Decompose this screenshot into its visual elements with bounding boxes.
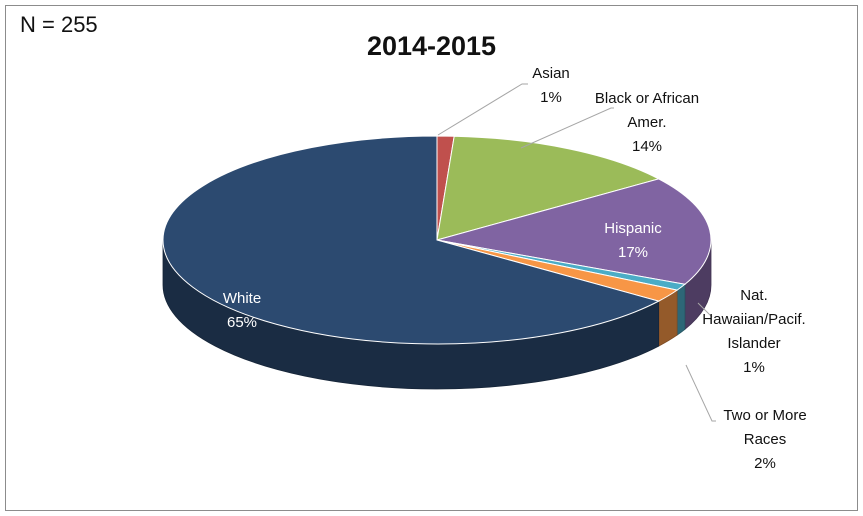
data-label-black-or-african-amer: Black or African Amer. 14% [595, 90, 699, 155]
data-label-white: White 65% [223, 290, 261, 331]
data-label-two-or-more-races: Two or More Races 2% [723, 407, 806, 472]
data-label-line: 17% [618, 244, 648, 261]
pie-slice-white [162, 135, 661, 345]
data-label-line: 65% [227, 314, 257, 331]
pie-side-nat-hawaiian-pacif-islander [676, 283, 686, 336]
data-label-line: Hispanic [604, 220, 662, 237]
leader-line-two-or-more-races [685, 364, 716, 422]
data-label-line: Black or African [595, 90, 699, 107]
sample-size-label: N = 255 [20, 12, 98, 37]
leader-line-black-or-african-amer [520, 107, 614, 149]
data-label-asian: Asian 1% [532, 65, 570, 106]
data-label-line: Races [744, 431, 787, 448]
leader-line-asian [437, 83, 528, 136]
data-label-line: Nat. [740, 287, 768, 304]
data-label-line: Two or More [723, 407, 806, 424]
leader-line-nat-hawaiian-pacif-islander [697, 302, 713, 318]
chart-title: 2014-2015 [366, 31, 497, 61]
data-label-line: 1% [743, 359, 765, 376]
pie-slice-black-or-african-amer [436, 135, 661, 241]
pie-slice-hispanic [436, 178, 712, 285]
data-label-nat-hawaiian-pacif-islander: Nat. Hawaiian/Pacif. Islander 1% [702, 287, 805, 376]
data-label-hispanic: Hispanic 17% [604, 220, 662, 261]
data-label-line: 14% [632, 138, 662, 155]
data-label-line: 1% [540, 89, 562, 106]
data-label-line: Asian [532, 65, 570, 82]
data-label-line: Hawaiian/Pacif. [702, 311, 805, 328]
data-label-line: White [223, 290, 261, 307]
data-label-line: 2% [754, 455, 776, 472]
data-label-line: Islander [727, 335, 780, 352]
data-label-line: Amer. [627, 114, 666, 131]
